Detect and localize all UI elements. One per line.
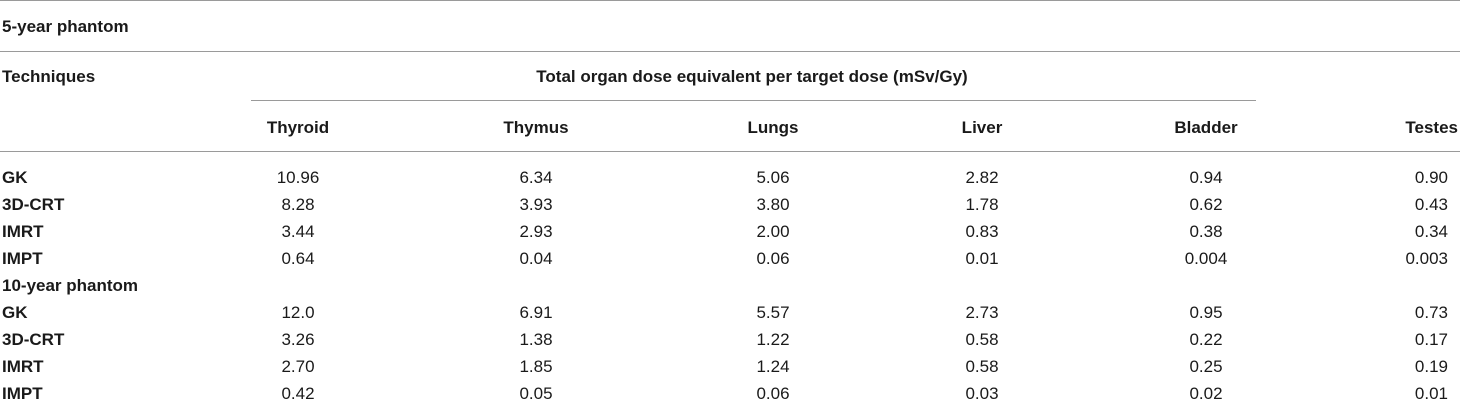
cell-thyroid: 12.0 [281,303,315,322]
column-header-bladder: Bladder [1174,118,1238,137]
cell-testes: 0.003 [1405,249,1448,268]
cell-thyroid: 3.26 [281,330,315,349]
section-title-10-year: 10-year phantom [2,276,139,295]
cell-bladder: 0.22 [1189,330,1223,349]
row-label: IMRT [2,222,44,241]
cell-lungs: 0.06 [756,249,790,268]
cell-liver: 0.03 [965,384,999,403]
cell-thyroid: 0.42 [281,384,315,403]
cell-lungs: 2.00 [756,222,790,241]
cell-thymus: 0.05 [519,384,553,403]
cell-liver: 0.01 [965,249,999,268]
cell-testes: 0.73 [1414,303,1448,322]
cell-testes: 0.43 [1414,195,1448,214]
cell-testes: 0.90 [1414,168,1448,187]
cell-liver: 0.58 [965,330,999,349]
cell-testes: 0.19 [1414,357,1448,376]
cell-thyroid: 10.96 [276,168,320,187]
cell-lungs: 5.57 [756,303,790,322]
cell-thymus: 1.38 [519,330,553,349]
column-header-thyroid: Thyroid [266,118,330,137]
cell-bladder: 0.94 [1189,168,1223,187]
header-bottom-rule [0,151,1460,152]
row-label: IMPT [2,384,43,403]
cell-liver: 0.83 [965,222,999,241]
techniques-header: Techniques [2,67,96,86]
row-label: GK [2,168,28,187]
cell-lungs: 5.06 [756,168,790,187]
cell-bladder: 0.38 [1189,222,1223,241]
row-label: 3D-CRT [2,330,65,349]
cell-thyroid: 2.70 [281,357,315,376]
cell-thyroid: 8.28 [281,195,315,214]
cell-lungs: 1.22 [756,330,790,349]
cell-bladder: 0.62 [1189,195,1223,214]
cell-thymus: 6.34 [519,168,553,187]
cell-liver: 1.78 [965,195,999,214]
column-header-lungs: Lungs [747,118,799,137]
cell-bladder: 0.95 [1189,303,1223,322]
cell-lungs: 0.06 [756,384,790,403]
column-header-liver: Liver [961,118,1003,137]
cell-liver: 2.73 [965,303,999,322]
cell-bladder: 0.004 [1184,249,1228,268]
section-rule [0,51,1460,52]
group-header-rule [251,100,1256,101]
cell-thyroid: 0.64 [281,249,315,268]
cell-bladder: 0.02 [1189,384,1223,403]
cell-thymus: 1.85 [519,357,553,376]
cell-thymus: 6.91 [519,303,553,322]
cell-liver: 0.58 [965,357,999,376]
cell-testes: 0.01 [1414,384,1448,403]
cell-lungs: 1.24 [756,357,790,376]
row-label: IMPT [2,249,43,268]
row-label: GK [2,303,28,322]
column-header-thymus: Thymus [503,118,569,137]
cell-lungs: 3.80 [756,195,790,214]
section-title-5-year: 5-year phantom [2,17,129,36]
dose-group-header: Total organ dose equivalent per target d… [536,67,968,86]
cell-thymus: 2.93 [519,222,553,241]
cell-bladder: 0.25 [1189,357,1223,376]
cell-testes: 0.34 [1414,222,1448,241]
cell-thyroid: 3.44 [281,222,315,241]
row-label: 3D-CRT [2,195,65,214]
cell-liver: 2.82 [965,168,999,187]
cell-testes: 0.17 [1414,330,1448,349]
cell-thymus: 0.04 [519,249,553,268]
cell-thymus: 3.93 [519,195,553,214]
column-header-testes: Testes [1405,118,1458,137]
top-rule [0,0,1460,1]
row-label: IMRT [2,357,44,376]
